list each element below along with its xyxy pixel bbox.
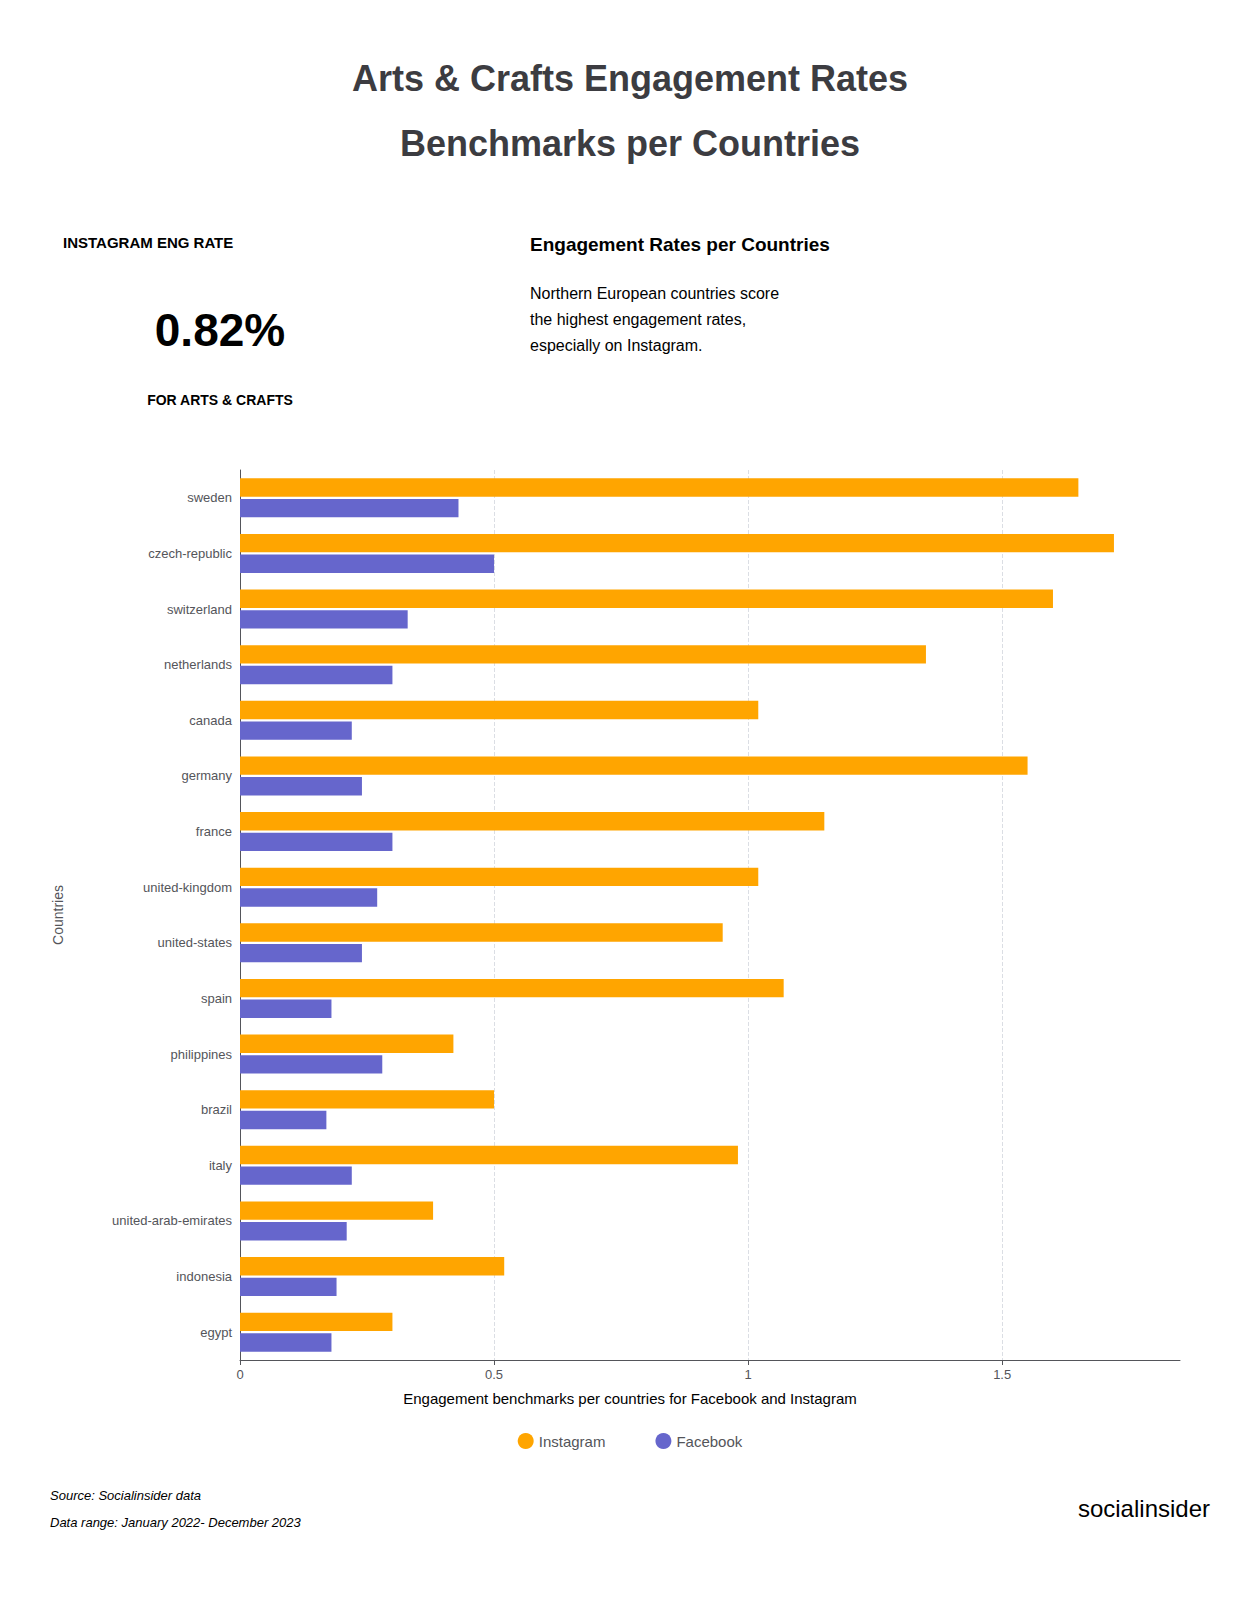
svg-text:INSTAGRAM ENG RATE: INSTAGRAM ENG RATE [63, 234, 233, 251]
svg-text:Benchmarks per Countries: Benchmarks per Countries [400, 123, 860, 164]
svg-text:Countries: Countries [50, 885, 66, 945]
svg-text:FOR ARTS & CRAFTS: FOR ARTS & CRAFTS [147, 392, 293, 408]
svg-text:switzerland: switzerland [167, 602, 232, 617]
svg-text:egypt: egypt [200, 1325, 232, 1340]
svg-text:spain: spain [201, 991, 232, 1006]
svg-text:Source: Socialinsider data: Source: Socialinsider data [50, 1488, 201, 1503]
svg-text:italy: italy [209, 1158, 233, 1173]
svg-text:Engagement benchmarks per coun: Engagement benchmarks per countries for … [403, 1390, 857, 1407]
svg-text:0.5: 0.5 [485, 1367, 503, 1382]
svg-text:Northern European countries sc: Northern European countries score [530, 285, 779, 302]
svg-text:indonesia: indonesia [176, 1269, 232, 1284]
svg-text:Data range: January 2022- Dece: Data range: January 2022- December 2023 [50, 1515, 302, 1530]
svg-text:canada: canada [189, 713, 232, 728]
svg-text:0.82%: 0.82% [155, 304, 285, 356]
svg-text:Instagram: Instagram [539, 1433, 606, 1450]
svg-text:united-arab-emirates: united-arab-emirates [112, 1213, 232, 1228]
svg-text:brazil: brazil [201, 1102, 232, 1117]
svg-text:Facebook: Facebook [676, 1433, 742, 1450]
svg-text:socialinsider: socialinsider [1078, 1495, 1210, 1522]
svg-text:sweden: sweden [187, 490, 232, 505]
svg-text:netherlands: netherlands [164, 657, 232, 672]
svg-text:philippines: philippines [171, 1047, 233, 1062]
svg-text:united-states: united-states [158, 935, 233, 950]
svg-text:1: 1 [744, 1367, 751, 1382]
svg-text:Engagement Rates per Countries: Engagement Rates per Countries [530, 234, 830, 255]
svg-text:the highest engagement rates,: the highest engagement rates, [530, 311, 746, 328]
svg-text:Arts & Crafts Engagement Rates: Arts & Crafts Engagement Rates [352, 58, 908, 99]
svg-text:especially on Instagram.: especially on Instagram. [530, 337, 703, 354]
svg-text:france: france [196, 824, 232, 839]
svg-text:1.5: 1.5 [993, 1367, 1011, 1382]
svg-text:united-kingdom: united-kingdom [143, 880, 232, 895]
svg-text:germany: germany [181, 768, 232, 783]
svg-text:czech-republic: czech-republic [148, 546, 232, 561]
svg-text:0: 0 [236, 1367, 243, 1382]
